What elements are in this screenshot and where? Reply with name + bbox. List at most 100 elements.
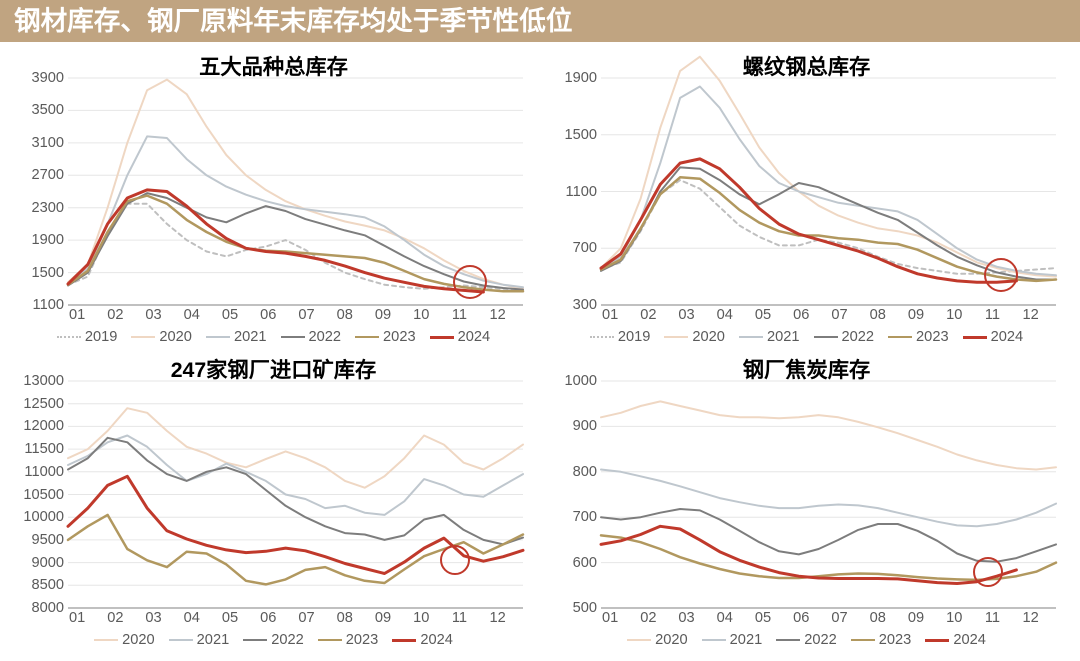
highlight-circle xyxy=(973,557,1003,587)
x-tick-label: 08 xyxy=(870,305,886,323)
legend-label: 2023 xyxy=(879,632,912,648)
x-tick-label: 03 xyxy=(145,305,161,323)
legend-label: 2020 xyxy=(692,329,725,345)
legend-label: 2019 xyxy=(618,329,651,345)
y-tick-label: 300 xyxy=(573,297,601,313)
charts-grid: 五大品种总库存 1100 1500 1900 2300 2700 3100 3500 3900 0… xyxy=(0,42,1080,654)
legend-swatch xyxy=(281,336,305,338)
x-tick-label: 02 xyxy=(640,305,656,323)
y-tick-label: 600 xyxy=(573,555,601,571)
x-tick-label: 08 xyxy=(337,305,353,323)
chart-legend: 20202021202220232024 xyxy=(14,632,533,648)
legend-swatch xyxy=(57,336,81,338)
x-tick-label: 12 xyxy=(1023,305,1039,323)
x-tick-label: 02 xyxy=(640,608,656,626)
series-line-2020 xyxy=(68,408,523,488)
legend-label: 2020 xyxy=(159,329,192,345)
legend-label: 2024 xyxy=(458,329,491,345)
plot-area: 5006007008009001000010203040506070809101… xyxy=(601,381,1056,608)
x-tick-label: 05 xyxy=(222,305,238,323)
legend-label: 2024 xyxy=(991,329,1024,345)
legend-item-2022: 2022 xyxy=(814,329,875,345)
legend-swatch xyxy=(94,639,118,641)
legend-swatch xyxy=(888,336,912,338)
legend-swatch xyxy=(131,336,155,338)
y-tick-label: 3100 xyxy=(31,135,68,151)
x-tick-label: 10 xyxy=(946,305,962,323)
legend-label: 2023 xyxy=(916,329,949,345)
y-tick-label: 700 xyxy=(573,509,601,525)
y-tick-label: 700 xyxy=(573,240,601,256)
y-tick-label: 2700 xyxy=(31,167,68,183)
y-tick-label: 3500 xyxy=(31,102,68,118)
x-tick-label: 08 xyxy=(337,608,353,626)
x-tick-label: 10 xyxy=(946,608,962,626)
legend-item-2020: 2020 xyxy=(94,632,155,648)
x-tick-label: 01 xyxy=(602,608,618,626)
legend-item-2023: 2023 xyxy=(318,632,379,648)
legend-swatch xyxy=(925,639,949,642)
legend-item-2024: 2024 xyxy=(392,632,453,648)
x-tick-label: 09 xyxy=(375,305,391,323)
x-tick-label: 01 xyxy=(69,305,85,323)
series-line-2021 xyxy=(68,436,523,515)
legend-label: 2021 xyxy=(730,632,763,648)
x-tick-label: 01 xyxy=(69,608,85,626)
chart-title: 五大品种总库存 xyxy=(14,50,533,81)
legend-swatch xyxy=(776,639,800,641)
chart-legend: 201920202021202220232024 xyxy=(547,329,1066,345)
y-tick-label: 10000 xyxy=(23,509,68,525)
legend-label: 2022 xyxy=(804,632,837,648)
y-tick-label: 12500 xyxy=(23,396,68,412)
legend-swatch xyxy=(627,639,651,641)
legend-swatch xyxy=(430,336,454,339)
x-tick-label: 05 xyxy=(222,608,238,626)
x-tick-label: 07 xyxy=(298,608,314,626)
y-tick-label: 9000 xyxy=(31,555,68,571)
legend-item-2024: 2024 xyxy=(963,329,1024,345)
x-tick-label: 01 xyxy=(602,305,618,323)
y-tick-label: 8000 xyxy=(31,600,68,616)
y-tick-label: 10500 xyxy=(23,487,68,503)
legend-swatch xyxy=(169,639,193,641)
series-line-2024 xyxy=(601,526,1016,583)
x-tick-label: 02 xyxy=(107,305,123,323)
x-tick-label: 10 xyxy=(413,305,429,323)
legend-item-2021: 2021 xyxy=(169,632,230,648)
legend-swatch xyxy=(318,639,342,641)
x-tick-label: 09 xyxy=(375,608,391,626)
legend-label: 2020 xyxy=(122,632,155,648)
chart-legend: 201920202021202220232024 xyxy=(14,329,533,345)
legend-label: 2022 xyxy=(309,329,342,345)
y-tick-label: 500 xyxy=(573,600,601,616)
legend-item-2024: 2024 xyxy=(925,632,986,648)
y-tick-label: 2300 xyxy=(31,200,68,216)
x-tick-label: 08 xyxy=(870,608,886,626)
legend-swatch xyxy=(814,336,838,338)
legend-swatch xyxy=(963,336,987,339)
y-tick-label: 1100 xyxy=(33,297,68,313)
legend-label: 2022 xyxy=(842,329,875,345)
series-line-2021 xyxy=(68,136,523,287)
x-tick-label: 05 xyxy=(755,608,771,626)
x-tick-label: 06 xyxy=(260,608,276,626)
legend-swatch xyxy=(206,336,230,338)
y-tick-label: 1900 xyxy=(31,232,68,248)
legend-swatch xyxy=(243,639,267,641)
x-tick-label: 02 xyxy=(107,608,123,626)
y-tick-label: 9500 xyxy=(31,532,68,548)
y-tick-label: 11500 xyxy=(24,441,68,457)
plot-area: 8000850090009500100001050011000115001200… xyxy=(68,381,523,608)
legend-item-2023: 2023 xyxy=(355,329,416,345)
x-tick-label: 04 xyxy=(184,305,200,323)
legend-item-2023: 2023 xyxy=(851,632,912,648)
y-tick-label: 1500 xyxy=(564,127,601,143)
y-tick-label: 3900 xyxy=(31,70,68,86)
y-tick-label: 13000 xyxy=(23,373,68,389)
chart-title: 钢厂焦炭库存 xyxy=(547,353,1066,384)
x-tick-label: 03 xyxy=(678,608,694,626)
legend-label: 2020 xyxy=(655,632,688,648)
page-title-text: 钢材库存、钢厂原料年末库存均处于季节性低位 xyxy=(14,6,572,36)
series-line-2020 xyxy=(601,401,1056,469)
legend-label: 2023 xyxy=(383,329,416,345)
